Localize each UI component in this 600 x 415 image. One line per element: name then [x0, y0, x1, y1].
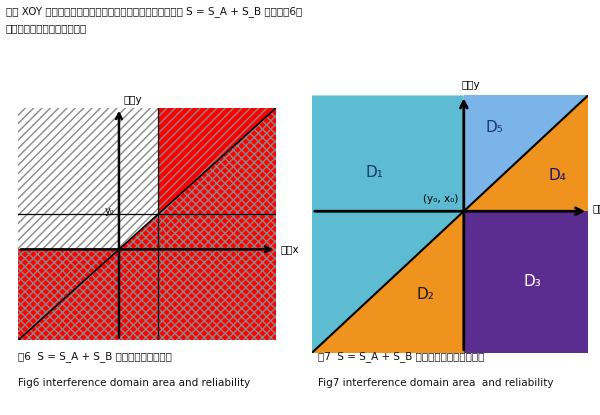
Text: Fig7 interference domain area  and reliability: Fig7 interference domain area and reliab… — [318, 378, 554, 388]
Polygon shape — [158, 108, 276, 214]
Text: D₂: D₂ — [417, 287, 435, 303]
Text: 从在 XOY 的投影图中可以看出，不可靠度显然要小于干涉区 S = S_A + S_B ，如下图6所: 从在 XOY 的投影图中可以看出，不可靠度显然要小于干涉区 S = S_A + … — [6, 6, 302, 17]
Polygon shape — [18, 249, 119, 340]
Text: 应力x: 应力x — [280, 244, 299, 254]
Text: Fig6 interference domain area and reliability: Fig6 interference domain area and reliab… — [18, 378, 250, 388]
Text: 应力x: 应力x — [593, 203, 600, 213]
Polygon shape — [312, 95, 464, 353]
Text: 图7  S = S_A + S_B 与不可靠度区域对比分析: 图7 S = S_A + S_B 与不可靠度区域对比分析 — [318, 351, 484, 361]
Polygon shape — [158, 214, 276, 340]
Text: D₄: D₄ — [548, 168, 566, 183]
Polygon shape — [464, 211, 588, 353]
Text: 强度y: 强度y — [124, 95, 142, 105]
Text: 示，红色区域为不可靠区域。: 示，红色区域为不可靠区域。 — [6, 23, 87, 33]
Polygon shape — [119, 214, 158, 249]
Polygon shape — [464, 95, 588, 211]
Polygon shape — [158, 108, 276, 214]
Text: (y₀, x₀): (y₀, x₀) — [423, 193, 458, 203]
Polygon shape — [312, 211, 464, 353]
Text: D₁: D₁ — [365, 165, 383, 180]
Polygon shape — [464, 95, 588, 211]
Text: 图6  S = S_A + S_B 与不可靠度区域比较: 图6 S = S_A + S_B 与不可靠度区域比较 — [18, 351, 172, 361]
Text: D₅: D₅ — [486, 120, 504, 135]
Text: 强度y: 强度y — [461, 81, 480, 90]
Polygon shape — [119, 249, 158, 340]
Text: D₃: D₃ — [524, 274, 542, 290]
Text: y₀: y₀ — [105, 207, 115, 217]
